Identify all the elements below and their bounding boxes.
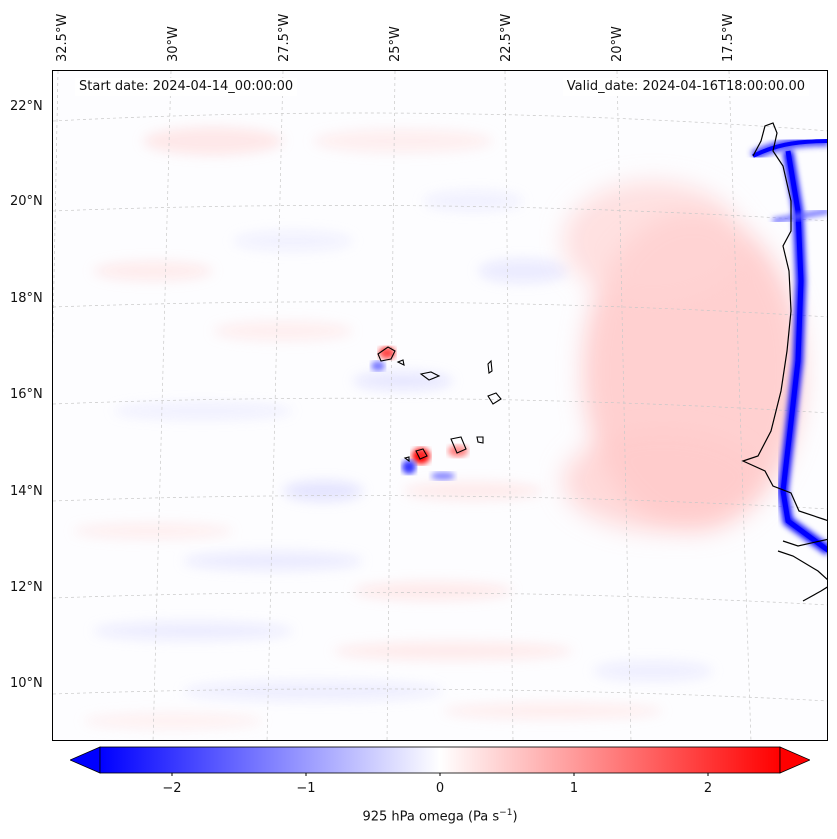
- coastal-negative-band: [750, 136, 827, 556]
- lon-label-25w: 25°W: [388, 26, 403, 62]
- island-dipoles: [371, 347, 468, 480]
- lon-label-32-5w: 32.5°W: [55, 13, 70, 62]
- lat-label-18n: 18°N: [10, 291, 43, 306]
- start-date-label: Start date: 2024-04-14_00:00:00: [75, 78, 298, 96]
- colorbar-label: 925 hPa omega (Pa s−1): [362, 808, 518, 825]
- colorbar-gradient: [99, 746, 781, 774]
- island-boa-vista: [487, 392, 502, 405]
- valid-date-label: Valid_date: 2024-04-16T18:00:00.00: [562, 78, 809, 96]
- island-fogo: [415, 448, 428, 460]
- coastline-west-africa: [741, 122, 827, 602]
- island-maio: [476, 436, 484, 444]
- island-santo-antao: [377, 346, 396, 362]
- colorbar-tick-0: 0: [435, 781, 445, 796]
- colorbar-high-extend: [779, 746, 810, 774]
- colorbar-tick-minus-2: −2: [162, 781, 182, 796]
- gridlines: [53, 71, 827, 740]
- cape-verde-islands: [377, 346, 502, 463]
- island-sal: [487, 359, 493, 374]
- lon-label-17-5w: 17.5°W: [721, 13, 736, 62]
- island-sao-nicolau: [419, 371, 441, 381]
- lat-label-16n: 16°N: [10, 387, 43, 402]
- lat-label-10n: 10°N: [10, 676, 43, 691]
- lon-label-27-5w: 27.5°W: [277, 13, 292, 62]
- colorbar-tick-minus-1: −1: [296, 781, 316, 796]
- colorbar: [70, 746, 810, 776]
- lat-label-12n: 12°N: [10, 580, 43, 595]
- lon-label-22-5w: 22.5°W: [499, 13, 514, 62]
- island-brava: [403, 456, 410, 463]
- colorbar-tick-1: 1: [569, 781, 579, 796]
- positive-omega-region: [563, 181, 803, 531]
- lat-label-14n: 14°N: [10, 484, 43, 499]
- island-santiago: [450, 436, 467, 454]
- island-sao-vicente: [396, 359, 405, 366]
- lat-label-20n: 20°N: [10, 194, 43, 209]
- omega-field-background: [73, 127, 713, 729]
- colorbar-low-extend: [70, 746, 101, 774]
- lat-label-22n: 22°N: [10, 99, 43, 114]
- colorbar-tick-2: 2: [703, 781, 713, 796]
- omega-field-map: [53, 71, 827, 740]
- lon-label-20w: 20°W: [610, 26, 625, 62]
- lon-label-30w: 30°W: [166, 26, 181, 62]
- map-panel: Start date: 2024-04-14_00:00:00 Valid_da…: [52, 70, 828, 741]
